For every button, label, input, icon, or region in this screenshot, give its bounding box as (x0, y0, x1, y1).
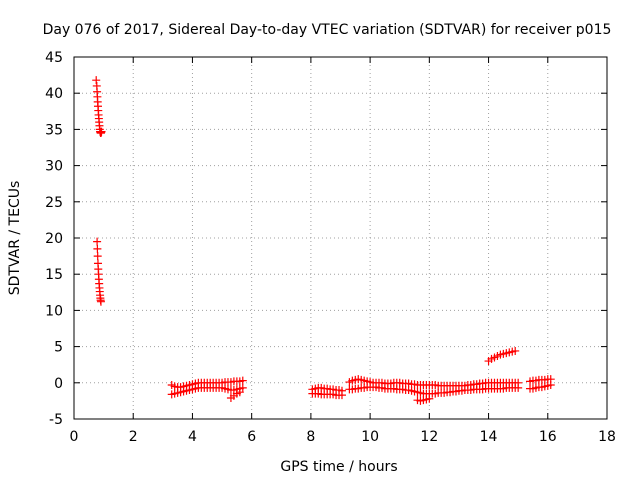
x-tick-label: 2 (129, 429, 138, 445)
y-tick-label: 15 (45, 267, 63, 283)
grid-lines (74, 57, 607, 419)
data-point (93, 237, 102, 246)
y-tick-label: 10 (45, 303, 63, 319)
data-point (425, 394, 434, 403)
axis-ticks: 0 2 4 6 8 10 12 14 16 18 -5 0 5 10 15 20 25 30 35 40 45 (45, 50, 616, 445)
data-point (514, 383, 523, 392)
data-point (96, 297, 105, 306)
data-point (337, 391, 346, 400)
data-points (92, 76, 555, 405)
chart-title: Day 076 of 2017, Sidereal Day-to-day VTE… (43, 22, 612, 38)
x-tick-label: 16 (539, 429, 557, 445)
y-axis-label: SDTVAR / TECUs (7, 181, 23, 296)
x-tick-label: 18 (598, 429, 616, 445)
y-tick-label: 0 (54, 376, 63, 392)
x-tick-label: 8 (306, 429, 315, 445)
x-tick-label: 4 (188, 429, 197, 445)
x-tick-label: 14 (480, 429, 498, 445)
data-point (93, 252, 102, 261)
data-point (235, 388, 244, 397)
x-axis-label: GPS time / hours (280, 459, 397, 475)
y-tick-label: 40 (45, 86, 63, 102)
y-tick-label: 30 (45, 159, 63, 175)
y-tick-label: 25 (45, 195, 63, 211)
y-tick-label: 20 (45, 231, 63, 247)
data-point (238, 383, 247, 392)
y-tick-label: 5 (54, 340, 63, 356)
x-tick-label: 12 (420, 429, 438, 445)
data-point (97, 127, 106, 136)
x-tick-label: 0 (70, 429, 79, 445)
y-tick-label: 45 (45, 50, 63, 66)
plot-frame (73, 56, 608, 420)
data-point (511, 346, 520, 355)
x-tick-label: 10 (361, 429, 379, 445)
data-point (546, 380, 555, 389)
x-tick-label: 6 (247, 429, 256, 445)
y-tick-label: 35 (45, 122, 63, 138)
data-point (238, 376, 247, 385)
data-point (93, 244, 102, 253)
y-tick-label: -5 (49, 412, 63, 428)
